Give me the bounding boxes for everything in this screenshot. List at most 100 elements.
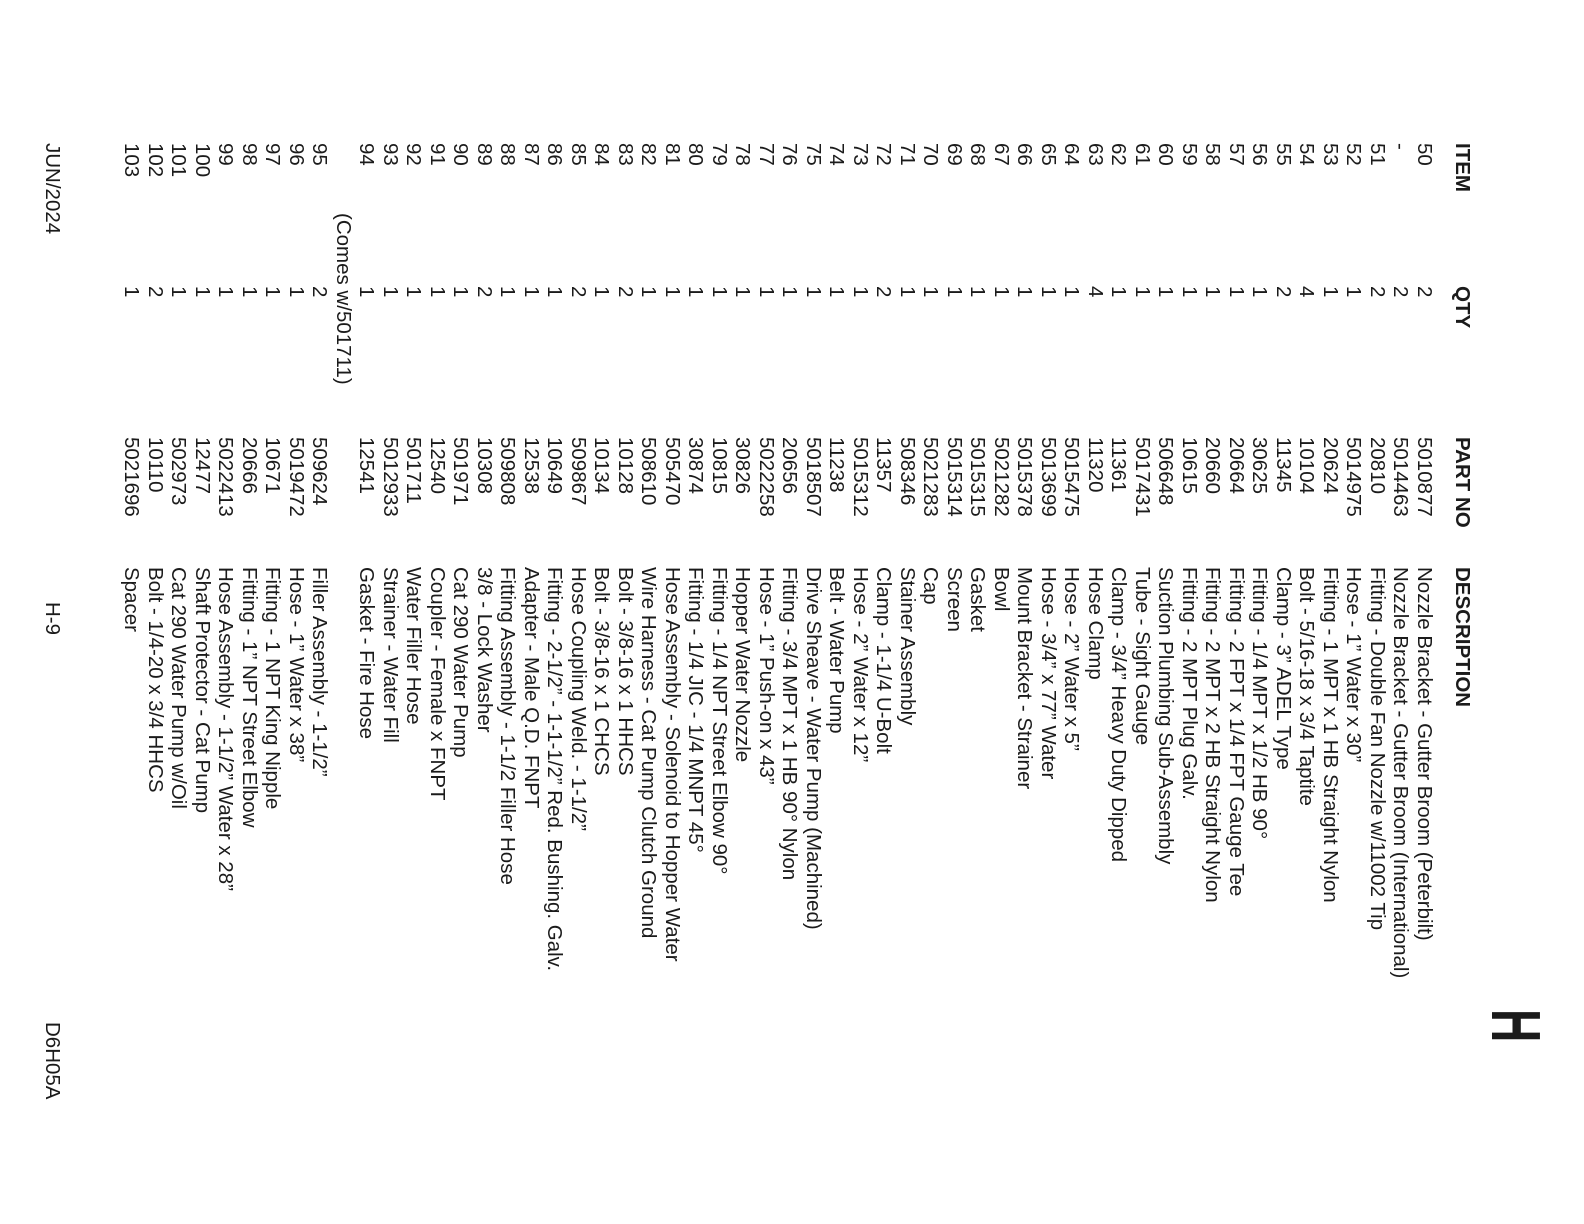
row-item-number: 87 xyxy=(520,143,543,166)
row-item-number: 62 xyxy=(1107,143,1131,166)
row-quantity: 2 xyxy=(473,286,496,298)
row-quantity: 1 xyxy=(1248,286,1272,298)
row-quantity: 1 xyxy=(426,286,449,298)
row-part-number: 12477 xyxy=(191,437,214,495)
row-description: Hose - 1” Push-on x 43” xyxy=(755,567,778,785)
row-item-number: 53 xyxy=(1319,143,1342,166)
row-item-number: 68 xyxy=(966,143,990,166)
row-item-number: 83 xyxy=(614,143,637,166)
table-row: 61 1 5017431 Tube - Sight Gauge xyxy=(1131,0,1154,1224)
row-part-number: 10128 xyxy=(614,437,637,495)
row-quantity: 1 xyxy=(167,286,191,298)
row-note-text: (Comes w/501711) xyxy=(332,213,355,385)
row-item-number: 59 xyxy=(1178,143,1201,166)
row-description: Hose - 1” Water x 38” xyxy=(285,567,308,763)
row-part-number: 20666 xyxy=(238,437,261,495)
table-row: 57 1 20664 Fitting - 2 FPT x 1/4 FPT Gauge … xyxy=(1225,0,1248,1224)
row-item-number: 61 xyxy=(1131,143,1154,166)
table-row: 98 1 20666 Fitting - 1” NPT Street Elbow xyxy=(238,0,261,1224)
row-quantity: 2 xyxy=(308,286,332,298)
row-quantity: 2 xyxy=(1366,286,1389,298)
row-item-number: 88 xyxy=(496,143,520,166)
row-item-number: - xyxy=(1389,143,1413,150)
row-item-number: 81 xyxy=(661,143,684,166)
row-item-number: 96 xyxy=(285,143,308,166)
row-part-number: 20656 xyxy=(778,437,802,495)
table-row: 54 4 10104 Bolt - 5/16-18 x 3/4 Taptite xyxy=(1295,0,1319,1224)
table-row: 58 1 20660 Fitting - 2 MPT x 2 HB Straight … xyxy=(1201,0,1225,1224)
row-description: Nozzle Bracket - Gutter Broom (Peterbilt… xyxy=(1413,567,1436,941)
table-row: 82 1 508610 Wire Harness - Cat Pump Clutch … xyxy=(637,0,661,1224)
row-part-number: 30826 xyxy=(731,437,755,495)
row-quantity: 2 xyxy=(1272,286,1295,298)
table-row: 75 1 5018507 Drive Sheave - Water Pump (Mac… xyxy=(802,0,825,1224)
row-part-number: 5015315 xyxy=(966,437,990,517)
row-quantity: 1 xyxy=(919,286,943,298)
row-part-number: 5021282 xyxy=(990,437,1013,517)
row-part-number: 10110 xyxy=(144,437,167,493)
row-part-number: 30625 xyxy=(1248,437,1272,495)
row-quantity: 1 xyxy=(778,286,802,298)
row-quantity: 2 xyxy=(872,286,896,298)
table-row-note: (Comes w/501711) xyxy=(332,0,355,1224)
row-description: 3/8 - Lock Washer xyxy=(473,567,496,733)
row-item-number: 52 xyxy=(1342,143,1366,166)
row-part-number: 509624 xyxy=(308,437,332,506)
table-row: 67 1 5021282 Bowl xyxy=(990,0,1013,1224)
row-quantity: 1 xyxy=(849,286,872,298)
row-part-number: 20624 xyxy=(1319,437,1342,495)
row-quantity: 1 xyxy=(543,286,567,298)
row-part-number: 12540 xyxy=(426,437,449,495)
row-part-number: 5015314 xyxy=(943,437,966,517)
row-item-number: 70 xyxy=(919,143,943,166)
row-item-number: 71 xyxy=(896,143,919,166)
row-item-number: 84 xyxy=(590,143,614,166)
row-item-number: 51 xyxy=(1366,143,1389,166)
row-item-number: 54 xyxy=(1295,143,1319,166)
row-quantity: 1 xyxy=(1178,286,1201,298)
row-quantity: 2 xyxy=(1389,286,1413,298)
row-description: Strainer - Water Fill xyxy=(379,567,402,743)
row-item-number: 93 xyxy=(379,143,402,166)
row-part-number: 5010877 xyxy=(1413,437,1436,517)
row-part-number: 5012933 xyxy=(379,437,402,517)
row-description: Fitting - 1 NPT King Nipple xyxy=(261,567,285,810)
row-item-number: 92 xyxy=(402,143,426,166)
row-part-number: 20810 xyxy=(1366,437,1389,495)
row-item-number: 57 xyxy=(1225,143,1248,166)
row-quantity: 1 xyxy=(496,286,520,298)
table-row: 103 1 5021696 Spacer xyxy=(120,0,144,1224)
row-description: Fitting - Double Fan Nozzle w/11002 Tip xyxy=(1366,567,1389,931)
row-description: Hose - 2” Water x 12” xyxy=(849,567,872,763)
row-quantity: 1 xyxy=(1013,286,1037,298)
row-description: Clamp - 3/4” Heavy Duty Dipped xyxy=(1107,567,1131,863)
row-item-number: 50 xyxy=(1413,143,1436,166)
table-row: 60 1 506648 Suction Plumbing Sub-Assembly xyxy=(1154,0,1178,1224)
row-item-number: 76 xyxy=(778,143,802,166)
table-row: 72 2 11357 Clamp - 1-1/4 U-Bolt xyxy=(872,0,896,1224)
table-row: 56 1 30625 Fitting - 1/4 MPT x 1/2 HB 90° xyxy=(1248,0,1272,1224)
row-quantity: 1 xyxy=(1319,286,1342,298)
table-row: 84 1 10134 Bolt - 3/8-16 x 1 CHCS xyxy=(590,0,614,1224)
row-part-number: 5018507 xyxy=(802,437,825,517)
row-description: Bolt - 1/4-20 x 3/4 HHCS xyxy=(144,567,167,793)
row-item-number: 100 xyxy=(191,143,214,178)
row-item-number: 72 xyxy=(872,143,896,166)
row-quantity: 2 xyxy=(567,286,590,298)
row-quantity: 1 xyxy=(449,286,473,298)
row-part-number: 10308 xyxy=(473,437,496,495)
row-item-number: 85 xyxy=(567,143,590,166)
row-part-number: 5019472 xyxy=(285,437,308,517)
row-quantity: 1 xyxy=(590,286,614,298)
table-row: 62 1 11361 Clamp - 3/4” Heavy Duty Dipped xyxy=(1107,0,1131,1224)
row-quantity: 1 xyxy=(285,286,308,298)
row-part-number: 5021696 xyxy=(120,437,144,517)
row-description: Suction Plumbing Sub-Assembly xyxy=(1154,567,1178,865)
table-row: 79 1 10815 Fitting - 1/4 NPT Street Elbow 9… xyxy=(708,0,731,1224)
row-item-number: 63 xyxy=(1084,143,1107,166)
row-quantity: 1 xyxy=(755,286,778,298)
row-part-number: 11357 xyxy=(872,437,896,493)
row-item-number: 103 xyxy=(120,143,144,178)
row-item-number: 56 xyxy=(1248,143,1272,166)
row-description: Bowl xyxy=(990,567,1013,612)
